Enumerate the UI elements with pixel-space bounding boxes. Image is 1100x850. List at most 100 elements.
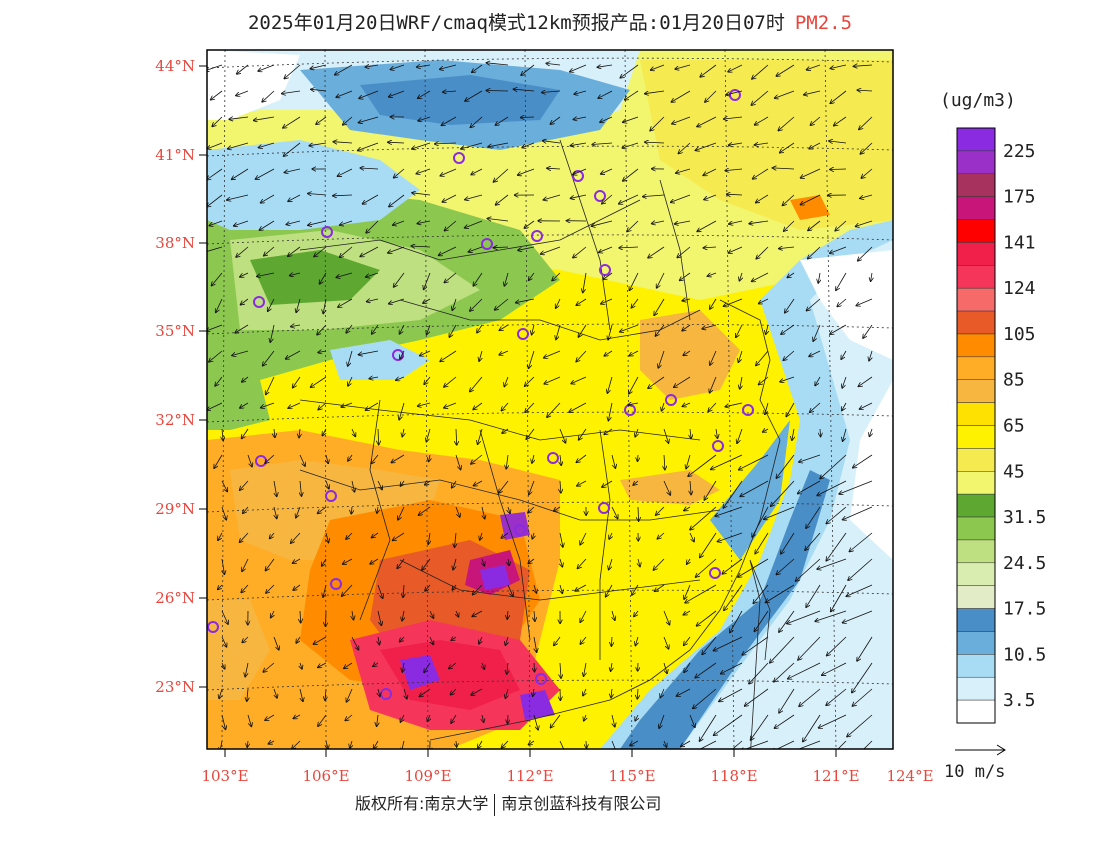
wind-arrow [852,688,873,706]
wind-arrow [439,246,457,255]
wind-arrow [504,376,509,387]
wind-arrow [604,350,613,356]
wind-arrow [600,116,613,122]
wind-arrow [803,714,821,742]
wind-arrow [635,636,638,646]
wind-arrow [592,220,613,226]
wind-arrow [848,558,873,580]
wind-arrow [620,324,639,332]
wind-arrow [714,636,743,651]
wind-arrow [820,428,821,437]
wind-arrow [429,454,430,462]
wind-arrow [663,662,667,673]
wind-arrow [455,532,457,547]
wind-arrow [637,688,638,699]
wind-arrow [726,90,743,95]
wind-arrow [284,64,301,79]
wind-arrow [703,168,717,175]
wind-arrow [240,480,249,490]
wind-arrow [560,558,562,567]
wind-arrow [656,506,665,515]
wind-arrow [560,480,561,493]
wind-arrow [366,220,379,233]
wind-arrow [507,610,508,619]
wind-arrow [235,324,249,333]
wind-vectors [207,63,873,749]
wind-arrow [479,350,482,361]
wind-arrow [284,142,301,156]
wind-arrow [815,376,821,386]
wind-arrow [805,532,821,550]
colorbar-bin [956,219,996,243]
wind-arrow [507,662,508,674]
wind-arrow [830,64,847,69]
wind-arrow [499,350,509,355]
wind-arrow [710,376,717,393]
wind-arrow [685,584,717,603]
wind-arrow [505,636,508,645]
wind-arrow [534,584,536,593]
wind-arrow [377,610,381,625]
wind-arrow [247,454,252,467]
wind-arrow [786,402,795,416]
wind-arrow [341,402,353,407]
colorbar-label: 105 [1003,324,1036,345]
wind-arrow [849,532,873,552]
wind-arrow [775,714,795,728]
wind-arrow [559,532,563,547]
wind-arrow [451,637,457,640]
wind-arrow [718,532,743,542]
wind-arrow [496,194,509,205]
wind-arrow [534,610,535,621]
wind-arrow [716,428,718,438]
colorbar-label: 17.5 [1003,599,1046,620]
wind-arrow [308,194,327,196]
wind-arrow [365,65,379,67]
wind-arrow [783,194,795,205]
wind-arrow [682,299,691,301]
wind-arrow [221,714,226,729]
wind-arrow [472,64,483,72]
colorbar-label: 45 [1003,461,1025,482]
wind-arrow [263,350,275,366]
wind-arrow [650,116,665,131]
wind-arrow [724,584,743,610]
wind-arrow [461,142,483,149]
wind-arrow [547,402,561,417]
wind-arrow [418,116,431,121]
colorbar-bin [956,150,996,175]
wind-arrow [831,584,847,612]
wind-arrow [521,64,535,75]
wind-arrow [389,194,405,207]
wind-arrow [314,246,327,257]
wind-arrow [471,454,483,464]
wind-arrow [441,116,457,125]
wind-arrow [677,246,691,258]
wind-arrow [293,715,301,719]
wind-arrow [207,168,223,180]
wind-arrow [843,428,847,441]
wind-arrow [628,403,639,405]
wind-arrow [749,220,769,224]
wind-arrow [286,220,301,225]
wind-arrow [474,480,483,486]
wind-arrow [452,480,457,488]
wind-arrow [524,220,535,228]
wind-arrow [657,272,665,288]
wind-arrow [508,506,510,513]
wind-arrow [326,740,328,749]
wind-arrow [570,142,587,146]
wind-arrow [682,324,691,331]
wind-arrow [808,220,821,231]
wind-arrow [264,246,275,256]
wind-arrow [871,272,872,281]
wind-arrow [544,350,561,358]
colorbar-label: 24.5 [1003,553,1046,574]
wind-arrow [394,272,405,287]
wind-arrow [529,272,535,280]
wind-arrow [425,584,431,591]
wind-arrow [576,454,587,462]
wind-arrow [377,714,378,726]
wind-arrow [623,168,639,181]
wind-arrow [292,740,301,749]
